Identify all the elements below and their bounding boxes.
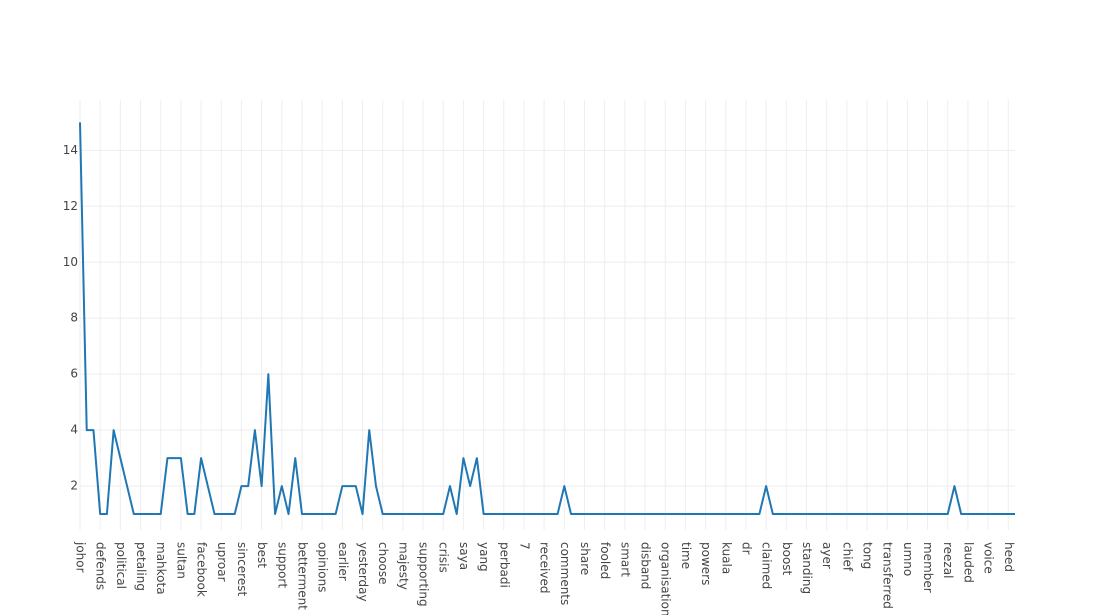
x-tick-label: betterment — [295, 542, 309, 610]
x-tick-label: choose — [376, 542, 390, 585]
y-tick-label: 8 — [70, 311, 78, 325]
x-tick-label: received — [538, 542, 552, 593]
x-tick-label: facebook — [195, 542, 209, 597]
y-tick-label: 10 — [63, 255, 78, 269]
x-tick-label: chief — [840, 542, 854, 572]
x-tick-label: smart — [618, 542, 632, 577]
x-tick-label: saya — [457, 542, 471, 570]
x-tick-label: member — [921, 542, 935, 593]
x-tick-label: powers — [699, 542, 713, 585]
x-tick-label: share — [578, 542, 592, 575]
x-tick-label: majesty — [396, 542, 410, 590]
x-tick-label: kuala — [719, 542, 733, 574]
x-tick-label: political — [114, 542, 128, 589]
x-tick-label: standing — [800, 542, 814, 594]
y-tick-label: 6 — [70, 367, 78, 381]
x-tick-label: heed — [1002, 542, 1016, 572]
x-tick-label: yesterday — [356, 542, 370, 602]
x-tick-label: claimed — [760, 542, 774, 589]
x-tick-label: johor — [74, 541, 88, 573]
x-tick-label: umno — [901, 542, 915, 576]
x-tick-label: boost — [780, 542, 794, 576]
x-tick-label: crisis — [437, 542, 451, 573]
x-tick-label: sultan — [174, 542, 188, 579]
x-tick-label: reezal — [941, 542, 955, 578]
x-tick-label: fooled — [598, 542, 612, 579]
x-tick-label: time — [679, 542, 693, 569]
x-tick-label: disband — [639, 542, 653, 589]
x-tick-label: lauded — [961, 542, 975, 583]
x-tick-label: opinions — [316, 542, 330, 592]
x-tick-label: yang — [477, 542, 491, 572]
x-tick-label: earlier — [336, 542, 350, 581]
x-tick-label: organisation — [659, 542, 673, 615]
x-tick-label: voice — [982, 542, 996, 574]
x-tick-label: sincerest — [235, 542, 249, 596]
line-series — [79, 122, 1015, 516]
y-tick-label: 14 — [63, 143, 78, 157]
x-tick-label: support — [275, 542, 289, 588]
x-tick-label: dr — [739, 542, 753, 555]
x-tick-label: best — [255, 542, 269, 568]
y-tick-label: 2 — [70, 479, 78, 493]
x-tick-label: ayer — [820, 542, 834, 569]
x-tick-label: petaling — [134, 542, 148, 591]
x-tick-label: defends — [94, 542, 108, 590]
x-tick-label: uproar — [215, 542, 229, 582]
x-tick-label: perbadi — [497, 542, 511, 588]
x-tick-label: 7 — [517, 542, 531, 550]
x-tick-label: tong — [861, 542, 875, 569]
y-tick-label: 4 — [70, 423, 78, 437]
y-tick-label: 12 — [63, 199, 78, 213]
x-tick-label: mahkota — [154, 542, 168, 595]
x-tick-label: supporting — [417, 542, 431, 607]
x-tick-label: comments — [558, 542, 572, 605]
x-tick-label: transferred — [881, 542, 895, 609]
